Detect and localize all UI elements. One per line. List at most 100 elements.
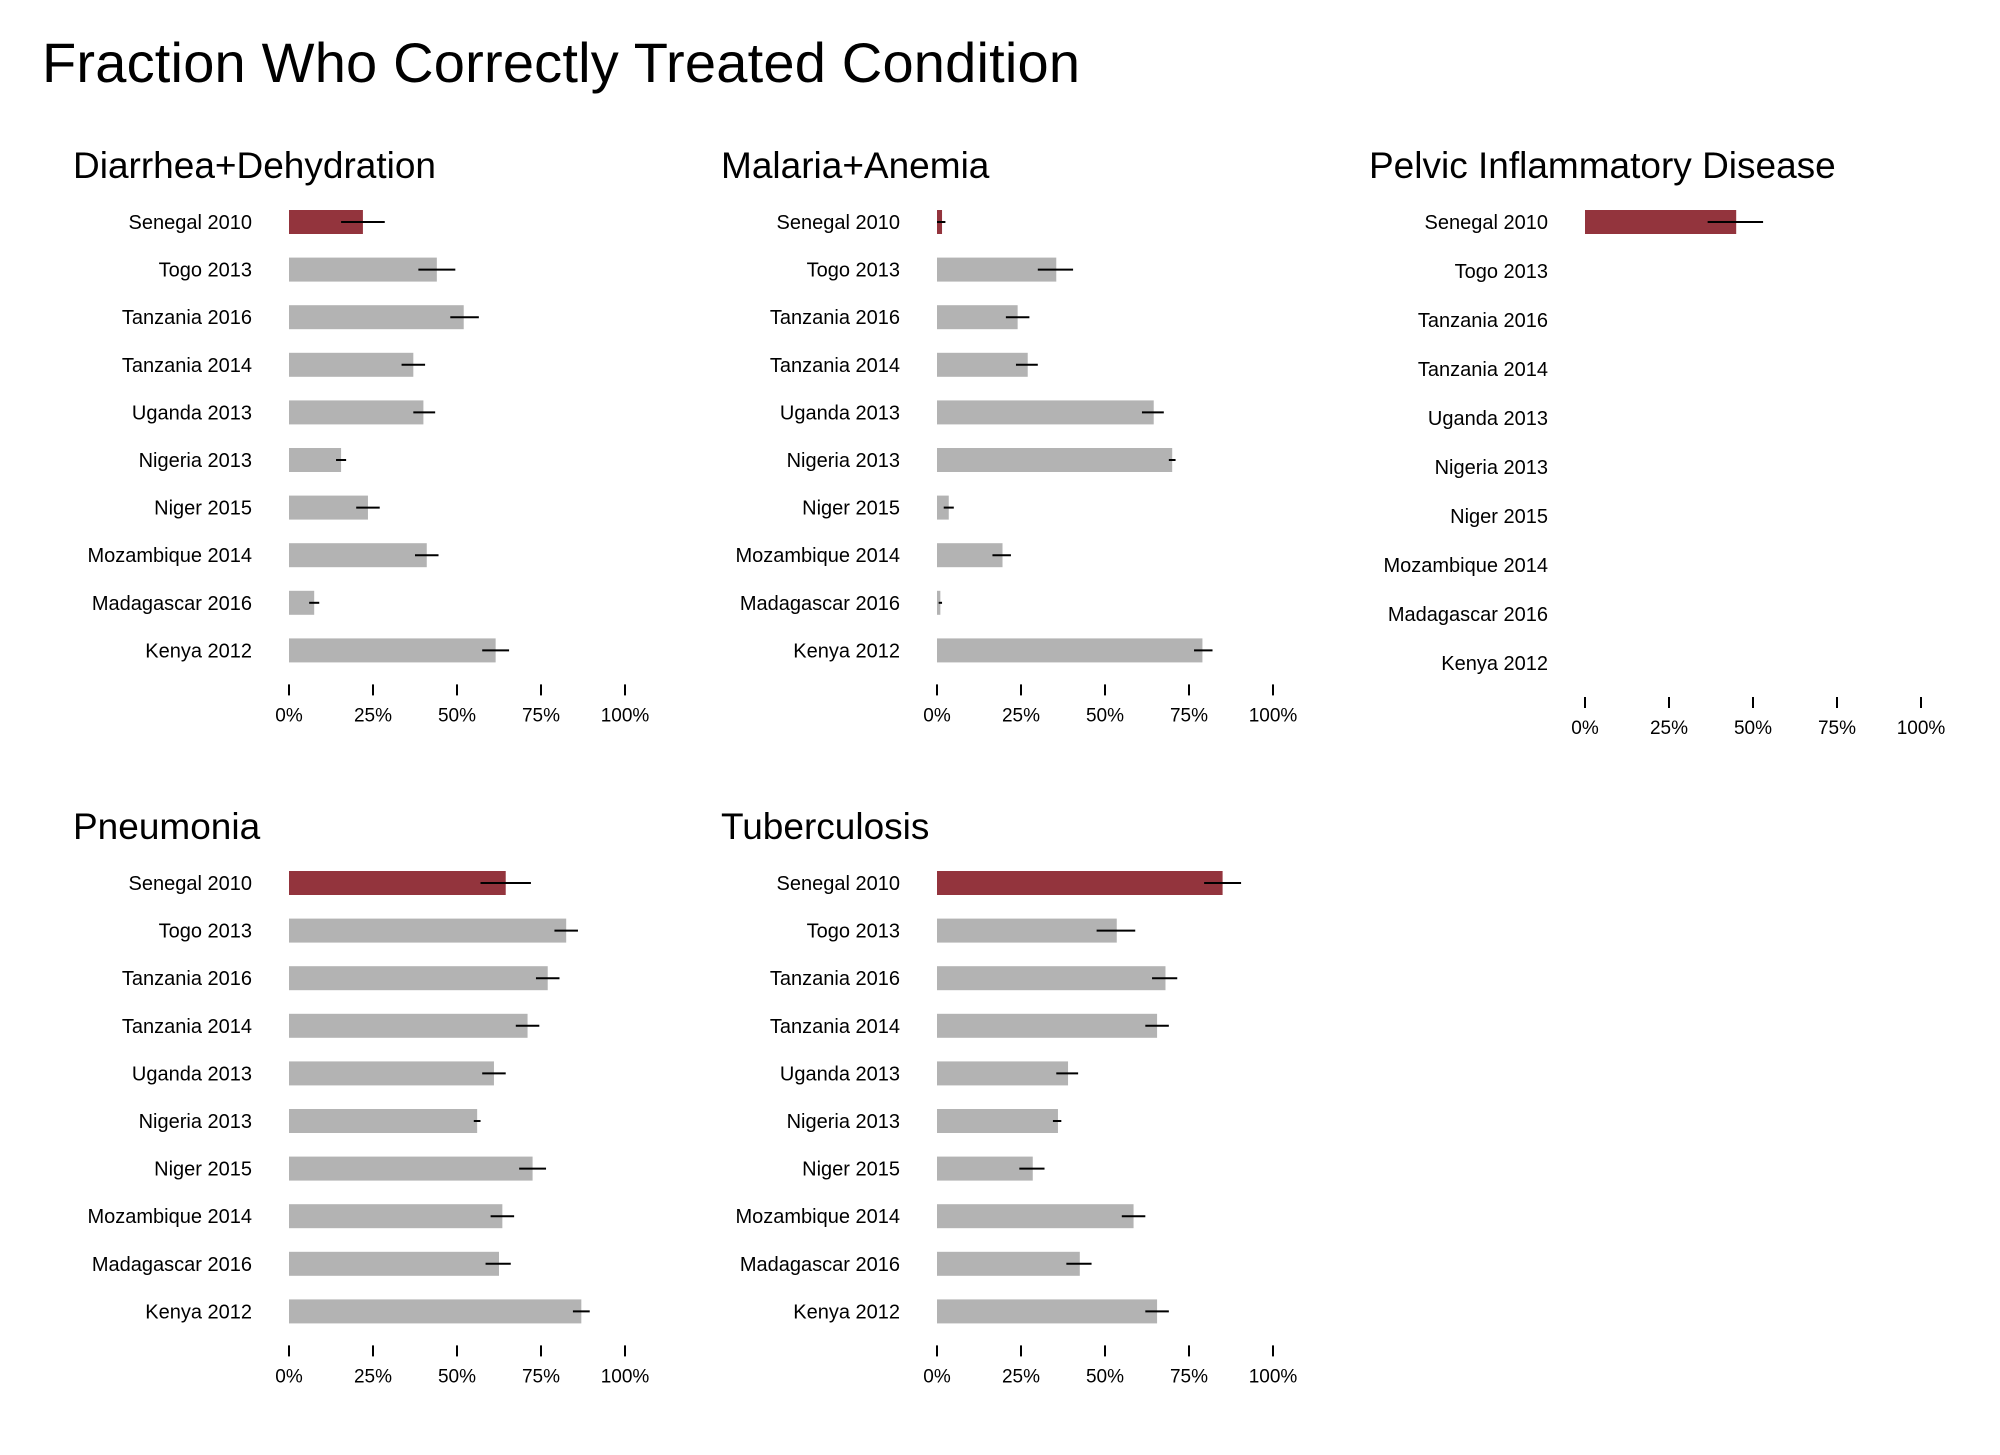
category-label: Tanzania 2014 <box>122 355 252 377</box>
category-label: Uganda 2013 <box>132 1063 252 1085</box>
bar <box>937 495 949 520</box>
tick-label: 0% <box>275 705 303 726</box>
bar <box>289 918 567 943</box>
bar <box>937 1204 1134 1229</box>
category-label: Niger 2015 <box>1450 506 1548 528</box>
category-label: Nigeria 2013 <box>139 1111 252 1133</box>
tick-label: 100% <box>601 1366 650 1387</box>
category-label: Senegal 2010 <box>1425 212 1548 234</box>
category-label: Senegal 2010 <box>129 212 252 234</box>
category-label: Mozambique 2014 <box>1383 555 1548 577</box>
category-label: Madagascar 2016 <box>740 593 900 615</box>
bar <box>289 966 548 991</box>
category-label: Tanzania 2016 <box>122 968 252 990</box>
category-label: Senegal 2010 <box>777 212 900 234</box>
bar <box>937 918 1117 943</box>
category-label: Mozambique 2014 <box>87 1206 252 1228</box>
category-label: Kenya 2012 <box>145 640 252 662</box>
bar <box>937 543 1003 568</box>
tick-label: 0% <box>1571 718 1599 739</box>
category-label: Togo 2013 <box>807 921 900 943</box>
tick-label: 25% <box>1002 705 1040 726</box>
bar <box>289 1156 533 1181</box>
category-label: Kenya 2012 <box>793 640 900 662</box>
category-label: Nigeria 2013 <box>139 450 252 472</box>
tick-label: 50% <box>1086 705 1124 726</box>
tick-label: 50% <box>1086 1366 1124 1387</box>
tick-label: 50% <box>438 1366 476 1387</box>
bar <box>289 638 496 663</box>
category-label: Madagascar 2016 <box>92 593 252 615</box>
tick-label: 25% <box>1002 1366 1040 1387</box>
bar <box>937 1061 1069 1086</box>
category-label: Nigeria 2013 <box>787 450 900 472</box>
category-label: Uganda 2013 <box>780 402 900 424</box>
chart-panel: Malaria+Anemia Senegal 2010 Togo 2013 Tanza… <box>721 145 1297 726</box>
category-label: Togo 2013 <box>159 921 252 943</box>
tick-label: 100% <box>601 705 650 726</box>
bar <box>289 352 414 377</box>
chart-title: Pneumonia <box>73 806 261 847</box>
category-label: Mozambique 2014 <box>735 545 900 567</box>
page-title: Fraction Who Correctly Treated Condition <box>42 31 1081 94</box>
tick-label: 0% <box>923 1366 951 1387</box>
bar <box>289 871 506 895</box>
bar <box>289 1013 528 1038</box>
category-label: Senegal 2010 <box>777 873 900 895</box>
category-label: Kenya 2012 <box>1441 653 1548 675</box>
category-label: Togo 2013 <box>159 260 252 282</box>
bar <box>937 400 1154 425</box>
bar <box>289 1251 499 1276</box>
bar <box>289 448 342 472</box>
bar <box>937 352 1028 377</box>
category-label: Nigeria 2013 <box>1435 457 1548 479</box>
category-label: Kenya 2012 <box>145 1301 252 1323</box>
bar <box>289 1109 478 1133</box>
chart-panel: Diarrhea+Dehydration Senegal 2010 Togo 201… <box>73 145 649 726</box>
tick-label: 50% <box>1734 718 1772 739</box>
category-label: Niger 2015 <box>802 498 900 520</box>
bar <box>937 305 1018 330</box>
category-label: Madagascar 2016 <box>92 1254 252 1276</box>
bar <box>289 305 464 330</box>
category-label: Madagascar 2016 <box>1388 604 1548 626</box>
category-label: Tanzania 2014 <box>770 1016 900 1038</box>
bar <box>937 638 1203 663</box>
category-label: Niger 2015 <box>802 1159 900 1181</box>
tick-label: 75% <box>1170 705 1208 726</box>
category-label: Madagascar 2016 <box>740 1254 900 1276</box>
category-label: Uganda 2013 <box>1428 408 1548 430</box>
bar <box>937 257 1057 282</box>
bar <box>937 448 1173 472</box>
chart-title: Pelvic Inflammatory Disease <box>1369 145 1836 186</box>
tick-label: 0% <box>923 705 951 726</box>
tick-label: 75% <box>1818 718 1856 739</box>
chart-title: Diarrhea+Dehydration <box>73 145 436 186</box>
bar <box>937 871 1223 895</box>
tick-label: 25% <box>1650 718 1688 739</box>
category-label: Mozambique 2014 <box>735 1206 900 1228</box>
category-label: Tanzania 2016 <box>1418 310 1548 332</box>
category-label: Senegal 2010 <box>129 873 252 895</box>
bar <box>289 400 424 425</box>
tick-label: 75% <box>1170 1366 1208 1387</box>
bar <box>937 1251 1080 1276</box>
chart-panel: Pelvic Inflammatory Disease Senegal 2010 T… <box>1369 145 1945 739</box>
category-label: Tanzania 2016 <box>122 307 252 329</box>
tick-label: 100% <box>1897 718 1946 739</box>
tick-label: 75% <box>522 1366 560 1387</box>
chart-title: Tuberculosis <box>721 806 929 847</box>
tick-label: 75% <box>522 705 560 726</box>
category-label: Tanzania 2016 <box>770 968 900 990</box>
category-label: Uganda 2013 <box>132 402 252 424</box>
category-label: Niger 2015 <box>154 1159 252 1181</box>
category-label: Mozambique 2014 <box>87 545 252 567</box>
bar <box>289 1204 503 1229</box>
category-label: Togo 2013 <box>807 260 900 282</box>
category-label: Tanzania 2014 <box>1418 359 1548 381</box>
tick-label: 50% <box>438 705 476 726</box>
bar <box>937 1013 1158 1038</box>
category-label: Tanzania 2016 <box>770 307 900 329</box>
category-label: Tanzania 2014 <box>770 355 900 377</box>
category-label: Kenya 2012 <box>793 1301 900 1323</box>
